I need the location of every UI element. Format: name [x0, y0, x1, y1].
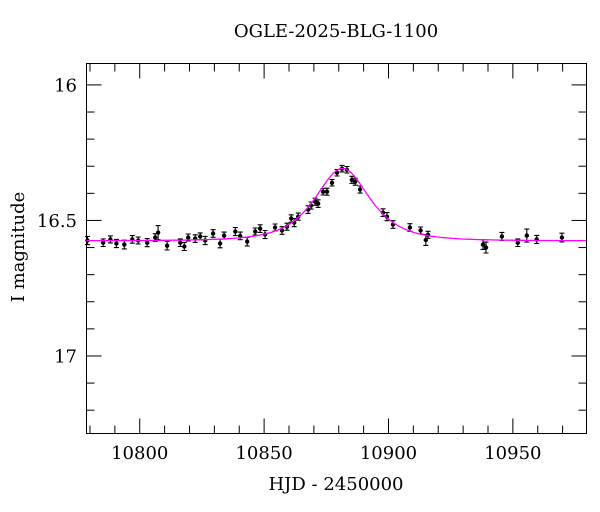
- data-point: [233, 229, 238, 234]
- data-point: [198, 234, 203, 239]
- data-point: [559, 235, 565, 240]
- data-point: [515, 240, 520, 245]
- plot-frame: [86, 63, 587, 434]
- data-point: [164, 243, 170, 248]
- x-tick-label: 10850: [235, 443, 292, 464]
- model-curve: [86, 167, 586, 242]
- y-axis-label: I magnitude: [8, 192, 29, 303]
- data-point: [499, 234, 505, 239]
- x-tick-label: 10800: [111, 443, 168, 464]
- x-tick-label: 10950: [484, 443, 541, 464]
- data-point: [155, 230, 161, 235]
- data-point: [324, 189, 330, 194]
- data-point: [122, 242, 127, 247]
- data-point: [418, 228, 423, 233]
- data-point: [153, 235, 158, 240]
- x-axis-label: HJD - 2450000: [268, 474, 403, 495]
- data-point: [178, 240, 183, 245]
- data-point: [315, 201, 321, 206]
- data-point: [483, 245, 489, 250]
- data-point: [480, 242, 486, 247]
- data-point: [186, 235, 191, 240]
- y-tick-label: 16.5: [37, 211, 77, 232]
- y-tick-label: 17: [54, 346, 77, 367]
- data-point: [257, 226, 263, 231]
- x-tick-label: 10900: [360, 443, 417, 464]
- data-point: [253, 229, 258, 234]
- data-point: [272, 225, 278, 230]
- data-point: [245, 239, 250, 244]
- data-point: [357, 187, 363, 192]
- data-point: [182, 244, 187, 249]
- data-point: [217, 241, 223, 246]
- data-point: [279, 228, 285, 233]
- data-point: [210, 231, 216, 236]
- data-point: [407, 225, 413, 230]
- data-point: [289, 216, 294, 221]
- data-point: [320, 189, 326, 194]
- data-point: [145, 240, 150, 245]
- data-point: [353, 179, 358, 184]
- data-point: [349, 177, 355, 182]
- data-point: [221, 233, 227, 238]
- data-point: [101, 240, 106, 245]
- plot-area: 10800 10850 10900 10950 16 16.5 17: [37, 63, 587, 464]
- y-tick-label: 16: [54, 75, 77, 96]
- data-point: [329, 180, 335, 185]
- data-point: [384, 214, 390, 219]
- data-point: [524, 233, 529, 238]
- data-point: [114, 241, 119, 246]
- data-point: [423, 237, 428, 243]
- chart-title: OGLE-2025-BLG-1100: [234, 21, 438, 42]
